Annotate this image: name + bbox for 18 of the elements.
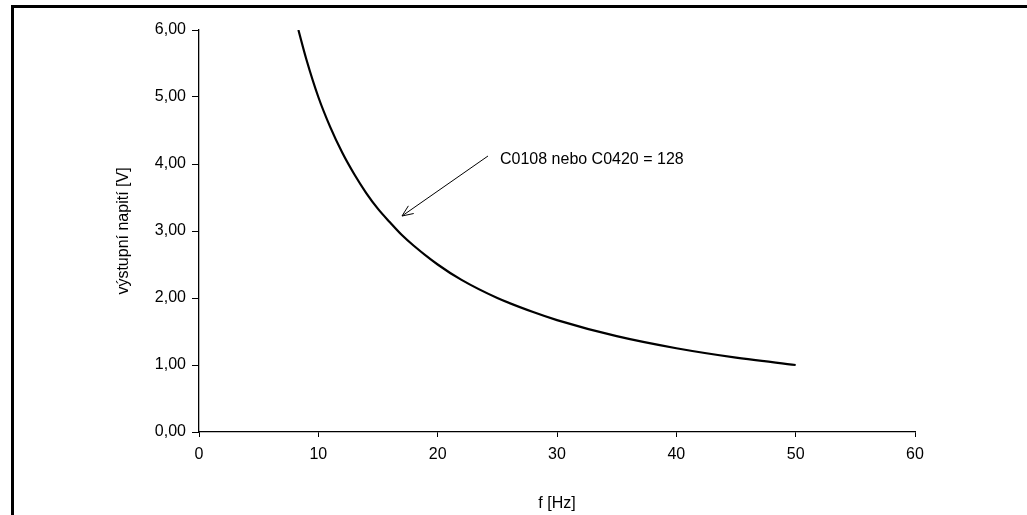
line-series — [297, 30, 797, 367]
y-tick-label: 3,00 — [154, 221, 187, 239]
y-tick-label: 4,00 — [154, 154, 187, 172]
y-tick-label: 2,00 — [154, 288, 187, 306]
x-tick-label: 50 — [786, 445, 805, 463]
x-tick-label: 10 — [309, 445, 328, 463]
annotation: C0108 nebo C0420 = 128 — [499, 150, 684, 168]
y-axis-title: výstupní napití [V] — [114, 167, 132, 295]
x-tick-label: 30 — [548, 445, 566, 463]
y-tick-label: 5,00 — [154, 87, 187, 105]
x-tick-label: 60 — [906, 445, 924, 463]
y-tick-label: 0,00 — [154, 422, 187, 440]
x-tick-label: 40 — [667, 445, 686, 463]
x-axis-title: f [Hz] — [538, 493, 576, 511]
x-tick-label: 20 — [428, 445, 447, 463]
y-tick-label: 1,00 — [154, 355, 187, 373]
x-tick-label: 0 — [194, 445, 204, 463]
y-tick-label: 6,00 — [154, 20, 187, 38]
